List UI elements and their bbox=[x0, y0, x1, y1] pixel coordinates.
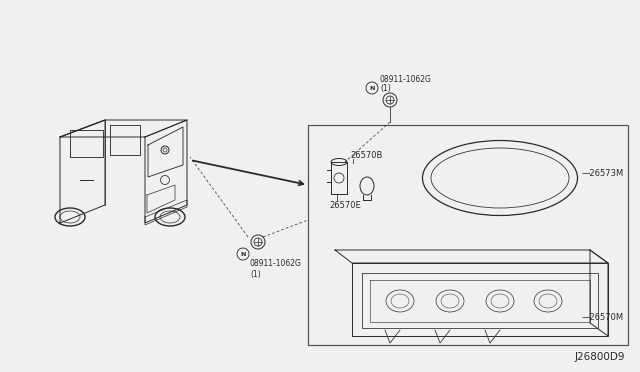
Text: J26800D9: J26800D9 bbox=[575, 352, 625, 362]
Bar bbox=[308, 125, 628, 345]
Text: (1): (1) bbox=[250, 269, 260, 279]
Text: N: N bbox=[240, 251, 246, 257]
Text: (1): (1) bbox=[380, 84, 391, 93]
Text: —26570M: —26570M bbox=[582, 314, 624, 323]
Text: N: N bbox=[369, 86, 374, 90]
Text: 08911-1062G: 08911-1062G bbox=[380, 76, 432, 84]
Text: —26573M: —26573M bbox=[582, 169, 624, 177]
Text: 26570E: 26570E bbox=[329, 202, 361, 211]
Text: 26570B: 26570B bbox=[350, 151, 382, 160]
Text: 08911-1062G: 08911-1062G bbox=[250, 260, 302, 269]
